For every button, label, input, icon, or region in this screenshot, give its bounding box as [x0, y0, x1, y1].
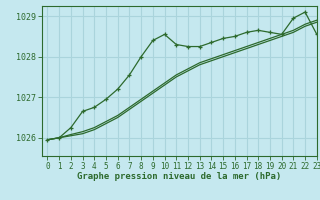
X-axis label: Graphe pression niveau de la mer (hPa): Graphe pression niveau de la mer (hPa): [77, 172, 281, 181]
